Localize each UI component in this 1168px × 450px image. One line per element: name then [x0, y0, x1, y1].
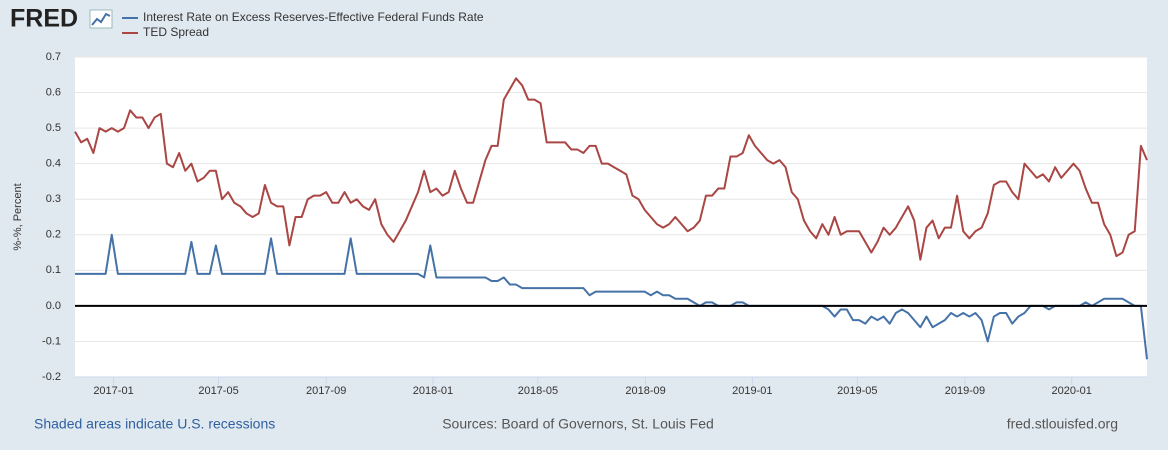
x-tick-label: 2018-09 [625, 385, 665, 397]
y-tick-label: 0.0 [46, 300, 61, 312]
legend-label: TED Spread [143, 25, 209, 39]
x-tick-label: 2020-01 [1052, 385, 1092, 397]
x-tick-label: 2018-01 [413, 385, 453, 397]
footer-sources: Sources: Board of Governors, St. Louis F… [442, 416, 714, 432]
legend-label: Interest Rate on Excess Reserves-Effecti… [143, 10, 484, 24]
y-tick-label: 0.2 [46, 229, 61, 241]
x-tick-label: 2019-09 [945, 385, 985, 397]
y-tick-label: -0.1 [42, 335, 61, 347]
series-line [74, 77, 1148, 261]
x-tick-label: 2017-09 [306, 385, 346, 397]
y-tick-label: 0.1 [46, 264, 61, 276]
footer-recessions[interactable]: Shaded areas indicate U.S. recessions [34, 416, 275, 432]
y-tick-label: 0.3 [46, 193, 61, 205]
logo-icon [89, 9, 113, 29]
logo: FRED [10, 5, 78, 33]
x-tick-label: 2019-05 [837, 385, 877, 397]
y-tick-label: 0.6 [46, 86, 61, 98]
x-tick-label: 2017-01 [93, 385, 133, 397]
footer-url[interactable]: fred.stlouisfed.org [1007, 416, 1118, 432]
y-tick-label: 0.4 [46, 158, 61, 170]
y-tick-label: -0.2 [42, 371, 61, 383]
x-tick-label: 2019-01 [732, 385, 772, 397]
y-tick-label: 0.5 [46, 122, 61, 134]
series-line [75, 233, 1148, 360]
x-tick-label: 2018-05 [518, 385, 558, 397]
y-axis-label: %-%, Percent [12, 183, 24, 250]
x-tick-label: 2017-05 [198, 385, 238, 397]
y-tick-label: 0.7 [46, 51, 61, 63]
